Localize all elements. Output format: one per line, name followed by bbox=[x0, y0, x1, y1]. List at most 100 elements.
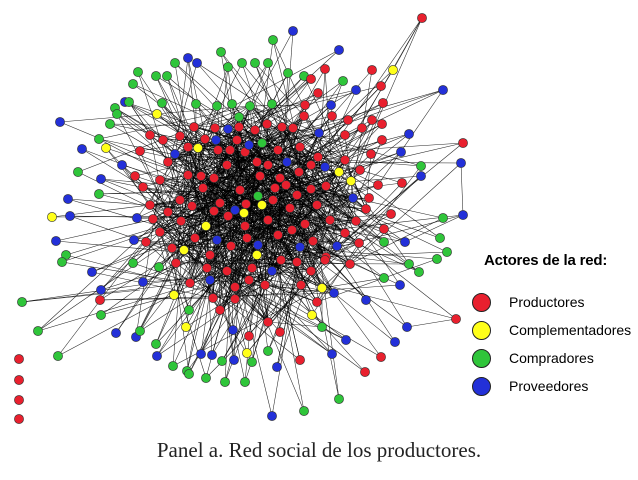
network-edge bbox=[317, 156, 327, 187]
node-complementador bbox=[388, 65, 398, 75]
node-comprador bbox=[191, 99, 201, 109]
network-edge bbox=[318, 104, 332, 134]
network-edge bbox=[193, 49, 340, 128]
node-proveedor bbox=[332, 241, 342, 251]
network-edge bbox=[318, 119, 349, 134]
network-edge bbox=[91, 271, 214, 299]
node-complementador bbox=[257, 200, 267, 210]
node-productor bbox=[306, 160, 316, 170]
node-proveedor bbox=[223, 124, 233, 134]
node-productor bbox=[226, 241, 236, 251]
legend-swatch-yellow bbox=[472, 320, 491, 340]
network-edge bbox=[189, 105, 251, 284]
node-comprador bbox=[170, 58, 180, 68]
network-edge bbox=[244, 254, 258, 383]
node-productor bbox=[190, 233, 200, 243]
network-edge bbox=[316, 165, 422, 303]
node-comprador bbox=[157, 98, 167, 108]
node-complementador bbox=[307, 310, 317, 320]
network-edge bbox=[349, 162, 462, 265]
node-proveedor bbox=[329, 288, 339, 298]
node-comprador bbox=[317, 322, 327, 332]
node-productor bbox=[183, 142, 193, 152]
node-proveedor bbox=[348, 193, 358, 203]
node-productor bbox=[417, 13, 427, 23]
node-productor bbox=[451, 314, 461, 324]
node-comprador bbox=[245, 101, 255, 111]
node-productor bbox=[340, 155, 350, 165]
network-edge bbox=[232, 175, 261, 331]
node-complementador bbox=[169, 290, 179, 300]
legend-label: Proveedores bbox=[509, 378, 589, 394]
node-comprador bbox=[212, 101, 222, 111]
social-network-graph bbox=[14, 13, 468, 424]
network-edge bbox=[142, 270, 312, 283]
node-proveedor bbox=[334, 45, 344, 55]
node-productor bbox=[376, 352, 386, 362]
node-comprador bbox=[135, 326, 145, 336]
node-productor bbox=[215, 305, 225, 315]
node-comprador bbox=[253, 191, 263, 201]
node-productor bbox=[175, 195, 185, 205]
node-productor bbox=[255, 171, 265, 181]
node-productor bbox=[135, 146, 145, 156]
node-productor bbox=[260, 280, 270, 290]
network-edge bbox=[317, 123, 383, 158]
network-edge bbox=[149, 204, 269, 323]
network-edge bbox=[267, 321, 323, 328]
network-edge bbox=[37, 289, 176, 332]
node-complementador bbox=[201, 221, 211, 231]
node-productor bbox=[285, 203, 295, 213]
node-comprador bbox=[435, 233, 445, 243]
network-edge bbox=[226, 164, 259, 197]
node-productor bbox=[202, 263, 212, 273]
network-edge bbox=[149, 195, 259, 206]
network-edge bbox=[98, 105, 251, 140]
node-productor bbox=[379, 224, 389, 234]
node-proveedor bbox=[458, 210, 468, 220]
node-productor bbox=[241, 199, 251, 209]
node-productor bbox=[273, 230, 283, 240]
node-proveedor bbox=[253, 240, 263, 250]
node-productor bbox=[345, 259, 355, 269]
node-productor bbox=[130, 171, 140, 181]
node-productor bbox=[378, 98, 388, 108]
network-edge bbox=[186, 267, 208, 372]
network-edge bbox=[336, 213, 392, 247]
network-edge bbox=[37, 211, 169, 332]
network-edges bbox=[21, 17, 464, 417]
legend-item-productores: Productores bbox=[472, 290, 584, 314]
network-edge bbox=[291, 204, 318, 231]
node-complementador bbox=[47, 212, 57, 222]
node-productor bbox=[262, 119, 272, 129]
node-comprador bbox=[216, 47, 226, 57]
node-complementador bbox=[239, 208, 249, 218]
network-edge bbox=[216, 105, 236, 288]
network-edge bbox=[358, 242, 457, 320]
legend-item-complementadores: Complementadores bbox=[472, 318, 631, 342]
node-productor bbox=[95, 295, 105, 305]
node-proveedor bbox=[390, 337, 400, 347]
node-productor bbox=[189, 122, 199, 132]
legend-swatch-red bbox=[472, 292, 491, 312]
network-edge bbox=[100, 178, 204, 189]
node-proveedor bbox=[416, 171, 426, 181]
network-edge bbox=[205, 225, 214, 299]
node-proveedor bbox=[77, 144, 87, 154]
node-productor bbox=[343, 115, 353, 125]
node-productor bbox=[273, 145, 283, 155]
node-productor bbox=[244, 331, 254, 341]
node-productor bbox=[213, 145, 223, 155]
legend-swatch-green bbox=[472, 348, 491, 368]
network-edge bbox=[175, 262, 301, 361]
node-proveedor bbox=[402, 322, 412, 332]
node-productor bbox=[244, 275, 254, 285]
node-productor bbox=[312, 297, 322, 307]
node-proveedor bbox=[400, 237, 410, 247]
node-productor bbox=[155, 227, 165, 237]
network-edge bbox=[271, 223, 306, 417]
network-edge bbox=[296, 194, 314, 242]
network-edge bbox=[230, 105, 251, 247]
node-productor bbox=[205, 250, 215, 260]
node-productor bbox=[252, 157, 262, 167]
